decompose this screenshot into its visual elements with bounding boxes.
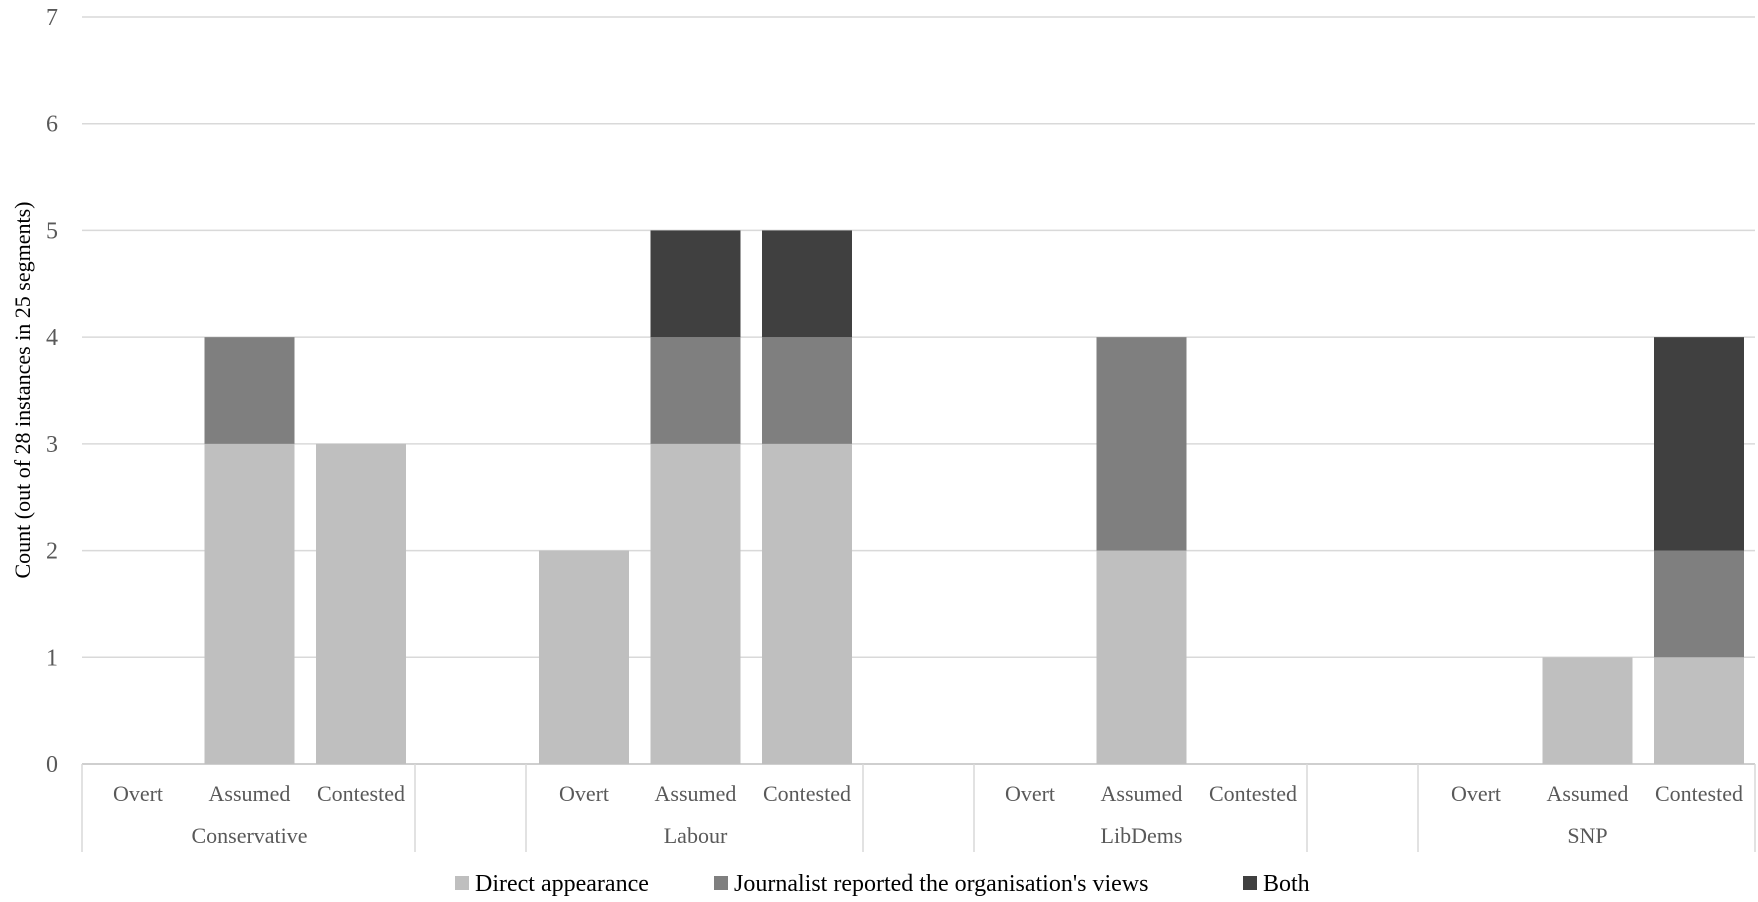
- legend: Direct appearance Journalist reported the…: [455, 871, 1310, 897]
- bar-segment: [204, 337, 295, 444]
- legend-swatch: [455, 876, 469, 890]
- group-label: Conservative: [191, 823, 307, 848]
- bar-segment: [1654, 550, 1744, 658]
- x-tick-label: Contested: [1209, 781, 1297, 806]
- bar-segment: [1542, 657, 1633, 764]
- bar-segment: [650, 337, 741, 444]
- bar-segment: [539, 550, 629, 764]
- group-label: Labour: [664, 823, 728, 848]
- x-tick-label: Assumed: [1547, 781, 1629, 806]
- y-tick-label: 2: [46, 539, 58, 565]
- bar-segment: [1096, 550, 1187, 764]
- legend-swatch: [1243, 876, 1257, 890]
- y-tick-label: 4: [46, 325, 58, 351]
- legend-label: Direct appearance: [475, 871, 649, 897]
- bar-segment: [762, 230, 852, 338]
- y-axis-ticks: 0 1 2 3 4 5 6 7: [46, 5, 58, 778]
- legend-label: Both: [1263, 871, 1310, 897]
- y-tick-label: 5: [46, 218, 58, 244]
- x-tick-label: Overt: [559, 781, 609, 806]
- bar-segment: [204, 443, 295, 764]
- legend-label: Journalist reported the organisation's v…: [734, 871, 1148, 897]
- bars: [204, 230, 1744, 764]
- x-tick-label: Assumed: [655, 781, 737, 806]
- y-tick-label: 0: [46, 752, 58, 778]
- bar-segment: [1654, 337, 1744, 551]
- y-tick-label: 3: [46, 432, 58, 458]
- x-axis: Overt Assumed Contested Conservative Overt As…: [81, 764, 1756, 852]
- group-label: LibDems: [1101, 823, 1183, 848]
- x-tick-label: Overt: [1005, 781, 1055, 806]
- bar-segment: [316, 443, 406, 764]
- x-tick-label: Contested: [317, 781, 405, 806]
- y-tick-label: 7: [46, 5, 58, 31]
- bar-segment: [762, 443, 852, 764]
- bar-segment: [650, 443, 741, 764]
- bar-segment: [762, 337, 852, 444]
- y-tick-label: 1: [46, 645, 58, 671]
- x-tick-label: Contested: [763, 781, 851, 806]
- x-tick-label: Overt: [1451, 781, 1501, 806]
- y-tick-label: 6: [46, 112, 58, 138]
- legend-swatch: [714, 876, 728, 890]
- x-tick-label: Contested: [1655, 781, 1743, 806]
- x-tick-label: Assumed: [209, 781, 291, 806]
- x-tick-label: Overt: [113, 781, 163, 806]
- y-axis-label: Count (out of 28 instances in 25 segment…: [10, 201, 35, 578]
- bar-segment: [1096, 337, 1187, 551]
- group-label: SNP: [1567, 823, 1607, 848]
- bar-segment: [650, 230, 741, 338]
- bar-segment: [1654, 657, 1744, 764]
- x-tick-label: Assumed: [1101, 781, 1183, 806]
